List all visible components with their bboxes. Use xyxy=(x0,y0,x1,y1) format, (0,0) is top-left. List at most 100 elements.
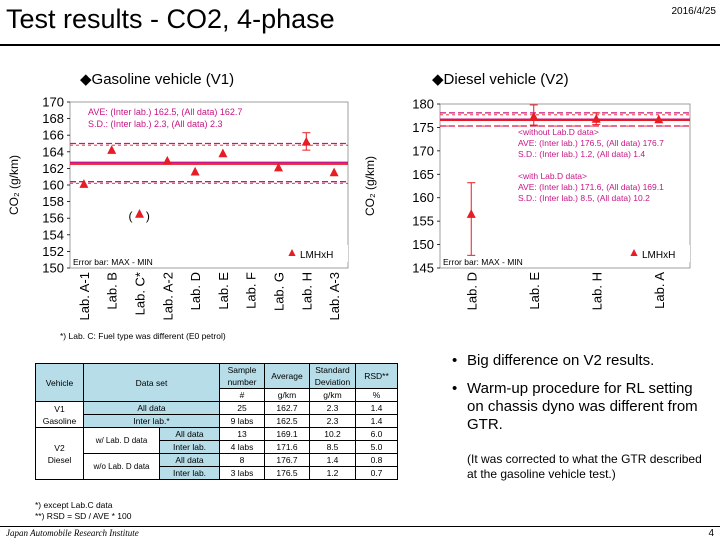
row-rsd: 0.7 xyxy=(355,466,398,480)
table-row: Inter lab.* 9 labs 162.5 2.3 1.4 xyxy=(36,414,398,428)
y-tick-label: 154 xyxy=(42,227,64,242)
unit-average: g/km xyxy=(264,388,310,402)
legend-box xyxy=(626,245,690,262)
footnote-rsd: **) RSD = SD / AVE * 100 xyxy=(35,511,132,521)
y-axis-label: CO₂ (g/km) xyxy=(363,156,377,216)
bullet-list: • Big difference on V2 results. • Warm-up … xyxy=(452,352,712,444)
y-tick-label: 156 xyxy=(42,211,64,226)
x-category-label: Lab. G xyxy=(272,272,287,311)
bullet-text: Warm-up procedure for RL setting on chas… xyxy=(467,380,698,433)
header-std: Standard Deviation xyxy=(309,363,356,389)
page-number: 4 xyxy=(708,528,714,539)
data-point-triangle xyxy=(654,114,664,124)
data-point-triangle xyxy=(162,155,172,165)
row-ave: 171.6 xyxy=(264,440,310,454)
diesel-chart: 145 150 155 160 165 170 175 180 CO₂ (g/km) Lab. D… xyxy=(363,97,691,310)
row-ave: 176.7 xyxy=(264,453,310,467)
title-divider xyxy=(0,44,720,46)
row-sd: 2.3 xyxy=(309,414,356,428)
y-tick-label: 160 xyxy=(412,190,434,205)
legend-label: LMHxH xyxy=(300,250,333,261)
row-sd: 8.5 xyxy=(309,440,356,454)
row-n: 4 labs xyxy=(219,440,265,454)
x-category-label: Lab. A-3 xyxy=(327,272,342,320)
results-table: Vehicle Data set Sample number Average S… xyxy=(35,363,398,513)
row-n: 25 xyxy=(219,401,265,415)
ave-annotation: AVE: (Inter lab.) 162.5, (All data) 162.… xyxy=(88,107,242,117)
data-point-triangle xyxy=(329,167,339,177)
row-rsd: 5.0 xyxy=(355,440,398,454)
plot-frame xyxy=(439,103,691,269)
row-rsd: 6.0 xyxy=(355,427,398,441)
data-point-triangle xyxy=(274,162,283,172)
data-point-triangle xyxy=(301,136,311,146)
x-category-label: Lab. A xyxy=(652,272,667,309)
x-category-label: Lab. F xyxy=(244,272,259,309)
header-dataset: Data set xyxy=(83,363,220,402)
bullet-dot-icon: • xyxy=(452,380,458,397)
diesel-annotation: S.D.: (Inter lab.) 1.2, (All data) 1.4 xyxy=(518,149,645,159)
y-tick-label: 145 xyxy=(412,261,434,276)
legend-label: LMHxH xyxy=(642,250,675,261)
footnote-except-c: *) except Lab.C data xyxy=(35,500,113,510)
bullet-item: • Big difference on V2 results. xyxy=(452,352,712,370)
diesel-annotation: S.D.: (Inter lab.) 8.5, (All data) 10.2 xyxy=(518,193,650,203)
row-n: 9 labs xyxy=(219,414,265,428)
y-tick-label: 170 xyxy=(42,95,64,110)
row-set: All data xyxy=(83,401,220,415)
row-n: 8 xyxy=(219,453,265,467)
row-set: Inter lab.* xyxy=(83,414,220,428)
unit-sample: # xyxy=(219,388,265,402)
row-set: Inter lab. xyxy=(159,466,220,480)
data-point-triangle xyxy=(190,166,200,176)
y-tick-label: 164 xyxy=(42,144,64,159)
x-category-label: Lab. H xyxy=(589,272,604,310)
y-tick-label: 155 xyxy=(412,214,434,229)
error-bar-note: Error bar: MAX - MIN xyxy=(443,257,523,267)
unit-std: g/km xyxy=(309,388,356,402)
header-vehicle: Vehicle xyxy=(35,363,84,402)
legend-marker xyxy=(288,249,296,256)
data-point-triangle xyxy=(135,209,144,218)
slide-title: Test results - CO2, 4-phase xyxy=(6,4,335,34)
header-sample: Sample number xyxy=(219,363,265,389)
x-category-label: Lab. H xyxy=(299,272,314,310)
table-row: V2 Diesel w/ Lab. D data All data 13 169… xyxy=(35,427,398,480)
row-sd: 10.2 xyxy=(309,427,356,441)
y-tick-label: 180 xyxy=(412,97,434,112)
lab-c-bracket: ( ) xyxy=(129,209,150,223)
sd-annotation: S.D.: (Inter lab.) 2.3, (All data) 2.3 xyxy=(88,119,223,129)
data-point-triangle xyxy=(79,179,89,188)
data-point-triangle xyxy=(591,113,601,123)
row-set: Inter lab. xyxy=(159,440,220,454)
x-category-label: Lab. E xyxy=(527,272,542,310)
row-rsd: 1.4 xyxy=(355,401,398,415)
row-ave: 162.5 xyxy=(264,414,310,428)
bullet-dot-icon: • xyxy=(452,352,458,369)
fuel-footnote: *) Lab. C: Fuel type was different (E0 p… xyxy=(60,331,226,341)
y-tick-label: 162 xyxy=(42,161,64,176)
table-row: V1 Gasoline All data 25 162.7 2.3 1.4 xyxy=(35,401,398,428)
bullet-item: • Warm-up procedure for RL setting on cha… xyxy=(452,380,712,434)
footer-divider xyxy=(0,526,720,527)
row-n: 3 labs xyxy=(219,466,265,480)
vehicle-v1: V1 Gasoline xyxy=(35,401,84,428)
diesel-annotation: <with Lab.D data> xyxy=(518,171,587,181)
row-set: All data xyxy=(159,427,220,441)
y-tick-label: 150 xyxy=(412,237,434,252)
error-bar-note: Error bar: MAX - MIN xyxy=(73,257,153,267)
x-category-label: Lab. A-1 xyxy=(77,272,92,320)
y-tick-label: 158 xyxy=(42,194,64,209)
diesel-annotation: <without Lab.D data> xyxy=(518,127,599,137)
row-set: All data xyxy=(159,453,220,467)
x-category-label: Lab. C* xyxy=(133,272,148,315)
header-average: Average xyxy=(264,363,310,389)
y-tick-label: 160 xyxy=(42,178,64,193)
y-tick-label: 152 xyxy=(42,244,64,259)
data-point-triangle xyxy=(466,209,476,218)
footer-institute: Japan Automobile Research Institute xyxy=(6,528,139,538)
table-row: Inter lab. 4 labs 171.6 8.5 5.0 xyxy=(36,440,398,454)
row-sd: 1.2 xyxy=(309,466,356,480)
x-category-label: Lab. B xyxy=(105,272,120,310)
